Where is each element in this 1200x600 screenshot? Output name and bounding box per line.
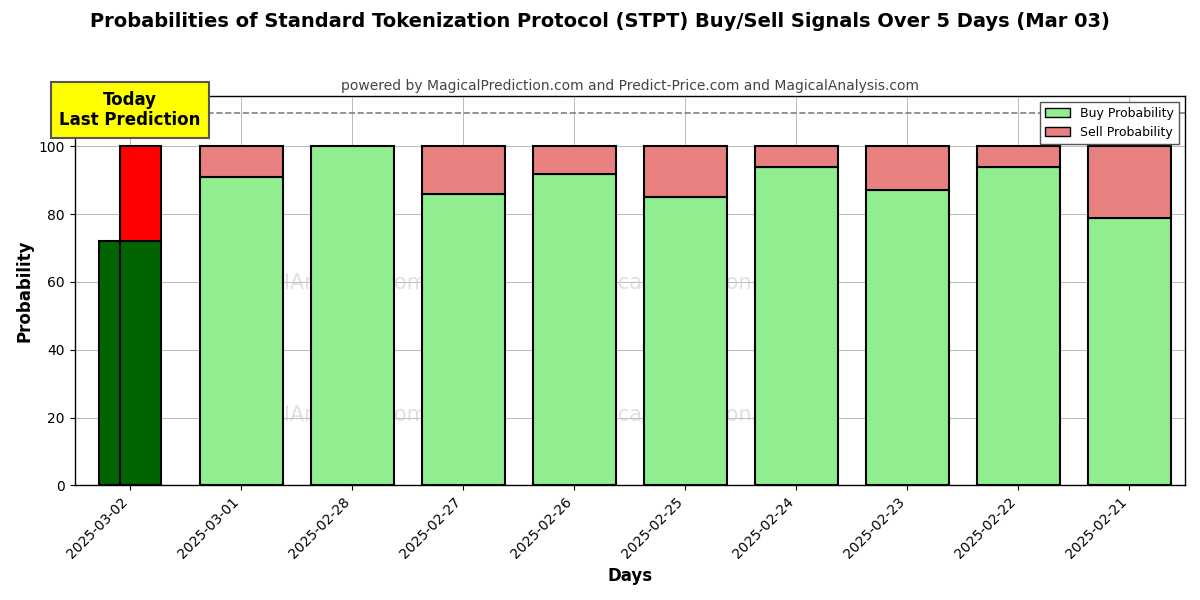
Text: MagicalAnalysis.com: MagicalAnalysis.com — [210, 272, 427, 293]
Bar — [533, 173, 616, 485]
Text: MagicalAnalysis.com: MagicalAnalysis.com — [210, 405, 427, 425]
Text: MagicalPrediction.com: MagicalPrediction.com — [568, 405, 803, 425]
Bar — [977, 167, 1060, 485]
Bar — [421, 194, 505, 485]
Bar — [421, 146, 505, 194]
Legend: Buy Probability, Sell Probability: Buy Probability, Sell Probability — [1040, 102, 1178, 144]
Bar — [1088, 218, 1171, 485]
Bar — [1088, 146, 1171, 218]
Bar — [755, 167, 838, 485]
Bar — [977, 146, 1060, 167]
Bar — [199, 146, 283, 177]
Bar — [643, 146, 727, 197]
Bar — [199, 177, 283, 485]
Y-axis label: Probability: Probability — [16, 239, 34, 341]
Text: MagicalPrediction.com: MagicalPrediction.com — [568, 272, 803, 293]
Bar — [533, 146, 616, 173]
Bar — [643, 197, 727, 485]
Bar — [311, 146, 394, 485]
Text: Probabilities of Standard Tokenization Protocol (STPT) Buy/Sell Signals Over 5 D: Probabilities of Standard Tokenization P… — [90, 12, 1110, 31]
Bar — [98, 241, 140, 485]
Bar — [755, 146, 838, 167]
Bar — [120, 241, 161, 485]
Bar — [865, 146, 949, 190]
Title: powered by MagicalPrediction.com and Predict-Price.com and MagicalAnalysis.com: powered by MagicalPrediction.com and Pre… — [341, 79, 919, 93]
Bar — [865, 190, 949, 485]
Bar — [120, 146, 161, 241]
X-axis label: Days: Days — [607, 567, 653, 585]
Text: Today
Last Prediction: Today Last Prediction — [60, 91, 200, 130]
